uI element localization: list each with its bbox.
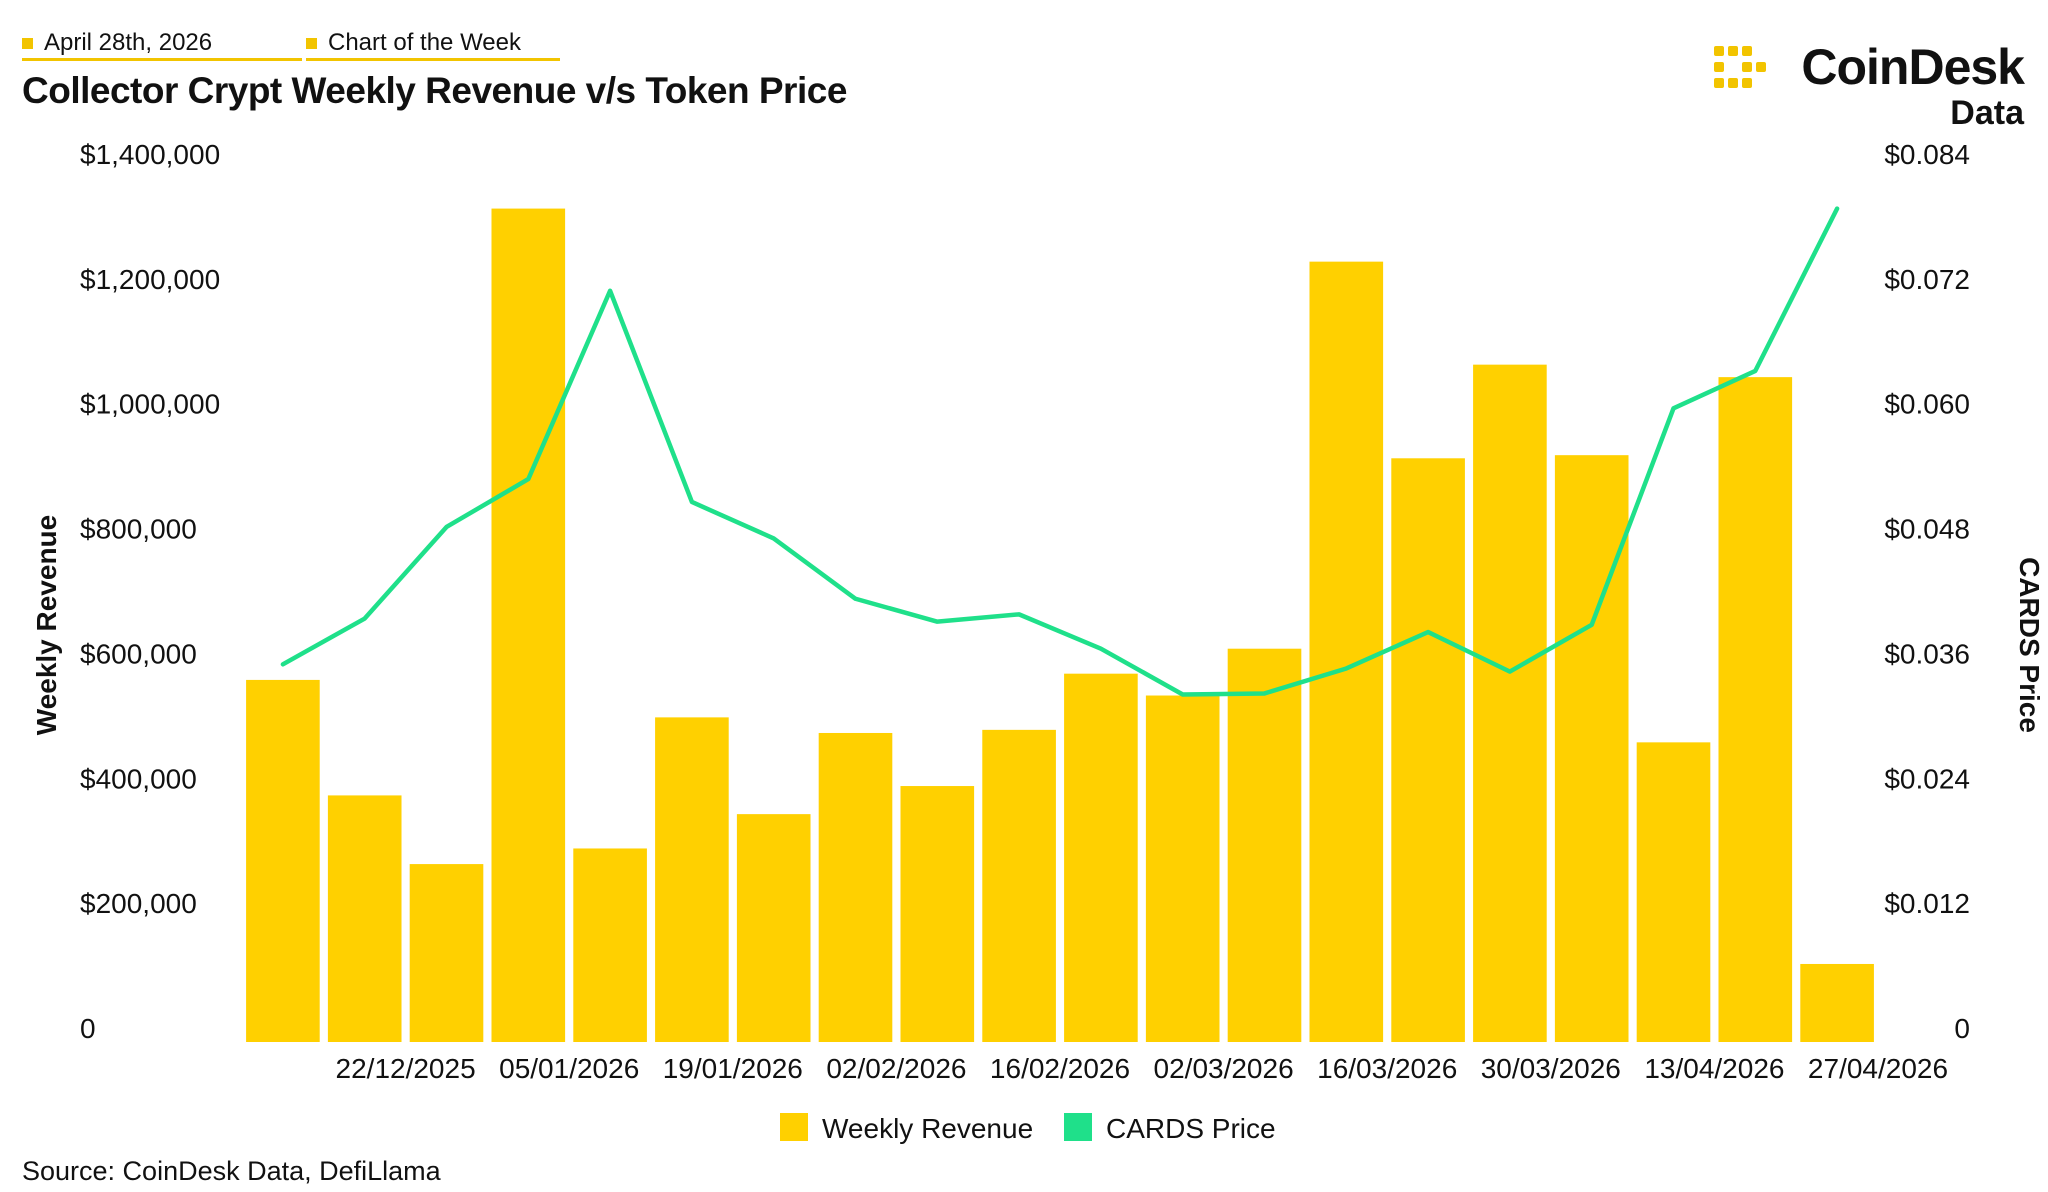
- brand-name: CoinDesk: [1801, 39, 2025, 95]
- chart-title: Collector Crypt Weekly Revenue v/s Token…: [22, 70, 847, 111]
- x-axis-ticks: 22/12/2025 05/01/2026 19/01/2026 02/02/2026…: [336, 1053, 1949, 1084]
- revenue-bar: [1800, 963, 1874, 1042]
- left-tick-label: $800,000: [80, 514, 197, 545]
- brand-logo-block: CoinDesk Data: [1684, 38, 2025, 138]
- date-tag: April 28th, 2026: [22, 26, 302, 61]
- legend: Weekly Revenue CARDS Price: [780, 1113, 1276, 1144]
- price-line-group: [280, 206, 1840, 697]
- right-tick-label: $0.048: [1884, 514, 1970, 545]
- brand-sub: Data: [1950, 94, 2024, 132]
- revenue-bar: [1064, 673, 1138, 1042]
- revenue-bar: [1391, 458, 1465, 1042]
- left-tick-label: $200,000: [80, 888, 197, 919]
- legend-label-revenue: Weekly Revenue: [822, 1113, 1033, 1144]
- left-tick-label: $600,000: [80, 638, 197, 669]
- x-tick-label: 19/01/2026: [663, 1053, 803, 1084]
- right-tick-label: 0: [1954, 1013, 1970, 1044]
- x-tick-label: 22/12/2025: [336, 1053, 476, 1084]
- price-line: [280, 206, 1840, 697]
- left-tick-label: $1,200,000: [80, 264, 220, 295]
- date-tag-marker: [22, 38, 33, 49]
- x-tick-label: 02/02/2026: [826, 1053, 966, 1084]
- x-tick-label: 16/02/2026: [990, 1053, 1130, 1084]
- coindesk-logo-icon: [1714, 46, 1766, 88]
- right-tick-label: $0.024: [1884, 763, 1970, 794]
- revenue-bar: [1636, 742, 1711, 1042]
- revenue-bar: [1473, 364, 1547, 1042]
- legend-label-price: CARDS Price: [1106, 1113, 1276, 1144]
- revenue-bar: [900, 786, 975, 1042]
- legend-swatch-price: [1064, 1113, 1092, 1141]
- revenue-bar: [327, 795, 402, 1042]
- right-tick-label: $0.060: [1884, 389, 1970, 420]
- left-axis-ticks: 0 $200,000 $400,000 $600,000 $800,000 $1,000,…: [80, 139, 220, 1044]
- right-tick-label: $0.036: [1884, 638, 1970, 669]
- x-tick-label: 05/01/2026: [499, 1053, 639, 1084]
- x-tick-label: 02/03/2026: [1154, 1053, 1294, 1084]
- legend-swatch-revenue: [780, 1113, 808, 1141]
- left-tick-label: $1,400,000: [80, 139, 220, 170]
- left-axis-title: Weekly Revenue: [31, 515, 62, 736]
- revenue-bar: [1309, 261, 1384, 1043]
- revenue-bar: [246, 679, 320, 1042]
- x-tick-label: 16/03/2026: [1317, 1053, 1457, 1084]
- revenue-bar: [1718, 377, 1793, 1042]
- section-tag: Chart of the Week: [306, 26, 560, 61]
- right-tick-label: $0.072: [1884, 264, 1970, 295]
- revenue-bar: [1145, 695, 1220, 1042]
- revenue-bar: [736, 814, 811, 1042]
- x-tick-label: 30/03/2026: [1481, 1053, 1621, 1084]
- right-tick-label: $0.012: [1884, 888, 1970, 919]
- right-axis-ticks: 0 $0.012 $0.024 $0.036 $0.048 $0.060 $0.072 $0.…: [1884, 139, 1970, 1044]
- date-tag-label: April 28th, 2026: [44, 29, 213, 56]
- right-axis-title: CARDS Price: [2014, 557, 2045, 733]
- section-tag-marker: [306, 38, 317, 49]
- revenue-bar: [1554, 455, 1629, 1043]
- revenue-bar: [1227, 648, 1302, 1042]
- x-tick-label: 27/04/2026: [1808, 1053, 1948, 1084]
- revenue-bar: [573, 848, 647, 1042]
- revenue-bar: [491, 208, 566, 1043]
- right-tick-label: $0.084: [1884, 139, 1970, 170]
- left-tick-label: $1,000,000: [80, 389, 220, 420]
- source-note: Source: CoinDesk Data, DefiLlama: [22, 1156, 441, 1186]
- left-tick-label: 0: [80, 1013, 96, 1044]
- x-tick-label: 13/04/2026: [1644, 1053, 1784, 1084]
- revenue-bar: [655, 717, 729, 1042]
- revenue-bar: [982, 729, 1056, 1042]
- revenue-bar: [818, 732, 893, 1042]
- left-tick-label: $400,000: [80, 763, 197, 794]
- revenue-bars: [246, 208, 1874, 1043]
- revenue-bar: [409, 864, 484, 1042]
- section-tag-label: Chart of the Week: [328, 29, 521, 56]
